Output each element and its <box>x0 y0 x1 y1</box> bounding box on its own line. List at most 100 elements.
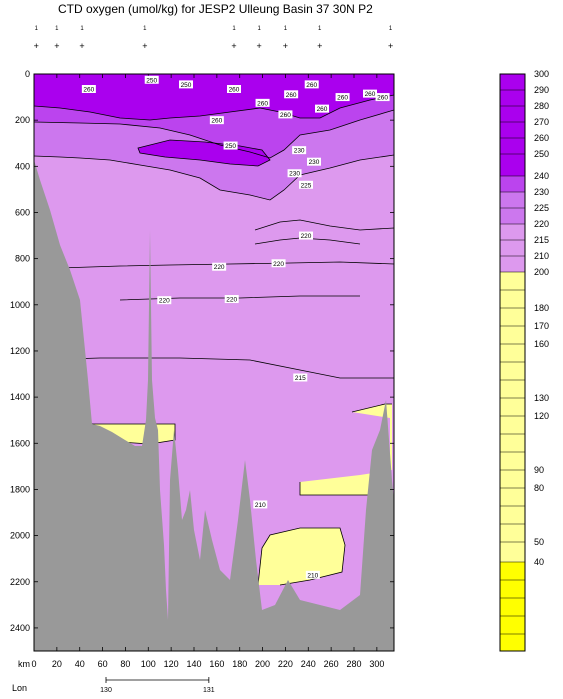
x-tick-label: 160 <box>209 659 224 669</box>
contour-label-box <box>209 116 224 125</box>
station-marker: + <box>79 41 84 51</box>
colorbar-level-label: 180 <box>534 303 549 313</box>
station-marker: + <box>283 41 288 51</box>
contour-label-box <box>304 80 319 89</box>
contour-label: 260 <box>365 91 376 98</box>
y-tick-label: 1200 <box>10 346 30 356</box>
contour-label: 260 <box>286 92 297 99</box>
x-tick-label: 140 <box>186 659 201 669</box>
colorbar-level-label: 40 <box>534 557 544 567</box>
colorbar-level-label: 170 <box>534 321 549 331</box>
x-tick-label: 280 <box>346 659 361 669</box>
y-tick-label: 2400 <box>10 623 30 633</box>
station-marker: + <box>34 41 39 51</box>
colorbar-level-label: 215 <box>534 235 549 245</box>
contour-label: 220 <box>273 261 284 268</box>
colorbar-level-label: 250 <box>534 149 549 159</box>
colorbar-level-label: 280 <box>534 101 549 111</box>
colorbar-level-label: 50 <box>534 537 544 547</box>
contour-label: 260 <box>211 118 222 125</box>
x-tick-label: 80 <box>120 659 130 669</box>
contour-label-box <box>81 85 96 94</box>
station-marker: + <box>142 41 147 51</box>
contour-label-box <box>305 570 320 579</box>
contour-label-box <box>157 296 172 305</box>
contour-label-box <box>299 231 313 240</box>
x-tick-label: 260 <box>324 659 339 669</box>
contour-label-box <box>315 104 329 113</box>
contour-label: 210 <box>255 502 266 509</box>
contour-label-box <box>212 262 227 271</box>
colorbar-level-label: 130 <box>534 393 549 403</box>
station-marker: + <box>388 41 393 51</box>
contour-label: 230 <box>309 159 320 166</box>
x-tick-label: 220 <box>278 659 293 669</box>
y-tick-label: 800 <box>15 254 30 264</box>
colorbar-level-label: 80 <box>534 483 544 493</box>
contour-label-box <box>224 295 239 304</box>
contour-label-box <box>293 373 308 382</box>
contour-label: 220 <box>226 297 237 304</box>
colorbar-level-label: 260 <box>534 133 549 143</box>
colorbar-level-label: 200 <box>534 267 549 277</box>
y-tick-label: 1600 <box>10 438 30 448</box>
contour-label: 225 <box>301 182 312 189</box>
station-marker: + <box>317 41 322 51</box>
x-tick-label: 20 <box>52 659 62 669</box>
contour-label: 260 <box>337 95 348 102</box>
lon-tick-label: 131 <box>203 687 215 694</box>
colorbar-labels: 300 290 280 270 260 250 240 230 225 220 215 210 200 1… <box>534 69 549 567</box>
x-tick-label: 0 <box>31 659 36 669</box>
colorbar-level-label: 210 <box>534 251 549 261</box>
x-tick-label: 180 <box>232 659 247 669</box>
chart-title: CTD oxygen (umol/kg) for JESP2 Ulleung B… <box>58 2 373 16</box>
contour-label: 260 <box>257 100 268 107</box>
x-tick-label: 120 <box>164 659 179 669</box>
contour-label: 260 <box>377 95 388 102</box>
contour-label: 220 <box>159 298 170 305</box>
x-axis-label: km <box>18 659 30 669</box>
contour-label-box <box>299 180 313 189</box>
y-tick-label: 1400 <box>10 392 30 402</box>
station-marker: + <box>54 41 59 51</box>
lon-tick-label: 130 <box>100 687 112 694</box>
station-label: 1 <box>35 26 39 32</box>
contour-label: 260 <box>317 106 328 113</box>
contour-label: 260 <box>229 87 240 94</box>
y-tick-label: 1800 <box>10 484 30 494</box>
contour-label-box <box>278 110 293 119</box>
station-markers: 1 +1 +1 +1 +1 +1 +1 +1 +1 + <box>34 26 394 51</box>
x-tick-label: 40 <box>75 659 85 669</box>
station-marker: + <box>231 41 236 51</box>
x-tick-label: 300 <box>369 659 384 669</box>
station-label: 1 <box>143 26 147 32</box>
colorbar-level-label: 220 <box>534 219 549 229</box>
contour-label: 250 <box>146 77 157 84</box>
station-label: 1 <box>80 26 84 32</box>
contour-label-box <box>307 157 321 166</box>
y-tick-label: 0 <box>25 69 30 79</box>
colorbar-level-label: 270 <box>534 117 549 127</box>
y-tick-label: 200 <box>15 115 30 125</box>
x-tick-label: 60 <box>98 659 108 669</box>
contour-label-box <box>227 85 241 94</box>
contour-label-box <box>255 98 270 107</box>
colorbar-level-label: 120 <box>534 411 549 421</box>
colorbar-level-label: 230 <box>534 187 549 197</box>
contour-label-box <box>271 259 286 268</box>
contour-label: 230 <box>294 148 305 155</box>
x-tick-label: 100 <box>141 659 156 669</box>
contour-label: 250 <box>225 143 236 150</box>
contour-label-box <box>253 500 268 509</box>
colorbar-level-label: 290 <box>534 85 549 95</box>
y-tick-label: 400 <box>15 161 30 171</box>
contour-label: 260 <box>83 87 94 94</box>
y-tick-label: 2200 <box>10 577 30 587</box>
contour-label: 250 <box>181 82 192 89</box>
y-tick-label: 1000 <box>10 300 30 310</box>
contour-label-box <box>284 90 299 99</box>
station-label: 1 <box>232 26 236 32</box>
lon-axis-label: Lon <box>12 683 27 693</box>
colorbar-level-label: 240 <box>534 171 549 181</box>
